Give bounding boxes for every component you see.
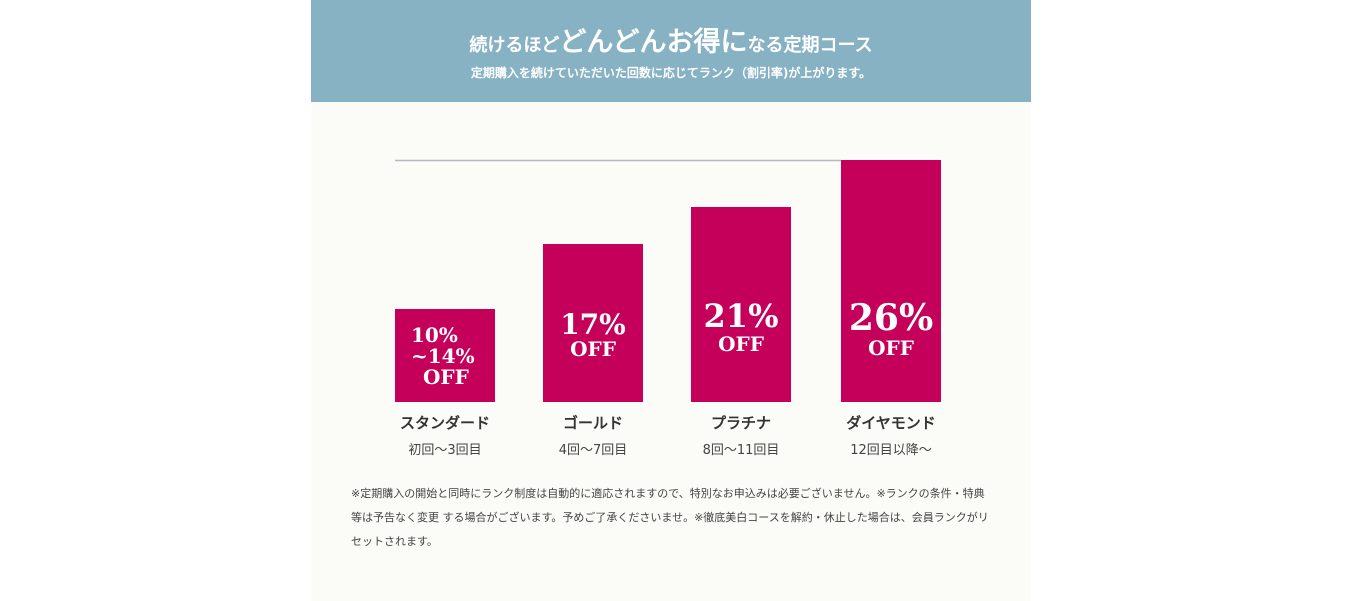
rate-label-4: 26% (848, 297, 934, 339)
category-range-2: 4回〜7回目 (558, 443, 628, 458)
off-label-3: OFF (718, 331, 764, 356)
bar-label-3: 21% OFF (691, 297, 791, 356)
off-label-4: OFF (868, 335, 914, 360)
bar-label-2: 17% OFF (543, 310, 643, 360)
banner-title-emph-3: に (720, 27, 748, 58)
bar-2 (543, 244, 643, 402)
banner-title-post: なる定期コース (747, 35, 873, 56)
banner-subtitle: 定期購入を続けていただいた回数に応じてランク（割引率)が上がります。 (470, 66, 872, 80)
category-name-2: ゴールド (562, 414, 623, 432)
chart-canvas (395, 159, 941, 402)
category-name-4: ダイヤモンド (846, 414, 936, 432)
header-banner: 続けるほどどんどんお得になる定期コース 定期購入を続けていただいた回数に応じてラ… (311, 0, 1031, 102)
category-name-1: スタンダード (399, 414, 490, 432)
rate-label-1: 10% ~14% (411, 323, 475, 368)
bar-label-4: 26% OFF (841, 297, 941, 360)
off-label-1: OFF (423, 365, 469, 389)
banner-title-emph-1: どんどん (559, 27, 667, 58)
bar-1 (395, 309, 495, 402)
discount-rank-chart: 10% ~14% OFF スタンダード 初回〜3回目 17% OFF ゴールド 4回〜7回目 2… (311, 102, 1031, 472)
off-label-2: OFF (570, 337, 616, 362)
bar-label-1: 10% ~14% OFF (395, 325, 495, 388)
banner-title-emph-2: お得 (666, 27, 721, 58)
rate-label-3: 21% (703, 297, 779, 335)
rate-label-2: 17% (560, 308, 626, 341)
rank-note: ※定期購入の開始と同時にランク制度は自動的に適応されますので、特別なお申込みは必… (351, 487, 989, 548)
bar-4 (841, 160, 941, 402)
category-range-3: 8回〜11回目 (702, 443, 780, 458)
category-name-3: プラチナ (710, 414, 771, 432)
category-range-4: 12回目以降〜 (850, 443, 932, 458)
bar-3 (691, 207, 791, 402)
category-range-1: 初回〜3回目 (408, 443, 482, 458)
banner-title-pre: 続けるほど (469, 35, 560, 56)
rank-panel: 続けるほどどんどんお得になる定期コース 定期購入を続けていただいた回数に応じてラ… (311, 0, 1031, 601)
banner-title: 続けるほどどんどんお得になる定期コース (311, 24, 1031, 65)
